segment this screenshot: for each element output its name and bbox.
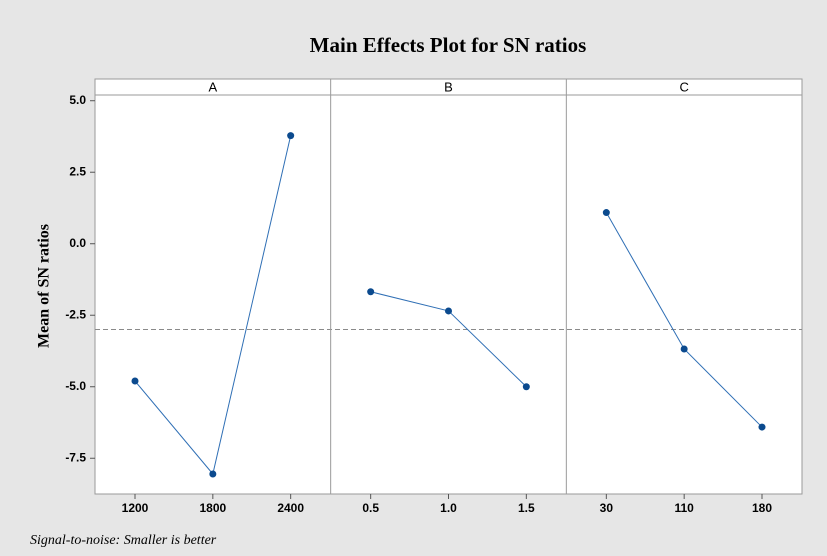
- plot-area: [94, 78, 803, 495]
- panel-label: B: [444, 79, 453, 94]
- x-tick-label: 2400: [277, 501, 304, 515]
- effect-point: [287, 132, 295, 140]
- chart-title: Main Effects Plot for SN ratios: [310, 33, 587, 57]
- footnote: Signal-to-noise: Smaller is better: [30, 533, 217, 548]
- x-tick-label: 180: [752, 501, 772, 515]
- effect-point: [602, 209, 610, 217]
- effect-point: [131, 377, 139, 385]
- x-tick-label: 1200: [122, 501, 149, 515]
- x-tick-label: 1.5: [518, 501, 535, 515]
- effect-point: [680, 345, 688, 353]
- y-tick-label: -5.0: [65, 379, 86, 393]
- y-axis-label: Mean of SN ratios: [36, 224, 53, 348]
- x-tick-label: 30: [600, 501, 614, 515]
- y-tick-label: 2.5: [69, 164, 86, 178]
- panel-label: C: [679, 79, 688, 94]
- x-tick-label: 110: [674, 501, 694, 515]
- y-tick-label: 0.0: [69, 236, 86, 250]
- y-tick-label: -7.5: [65, 450, 86, 464]
- effect-point: [445, 307, 452, 315]
- panel-label: A: [208, 79, 217, 94]
- y-tick-label: -2.5: [65, 307, 86, 321]
- effect-point: [522, 383, 530, 391]
- x-tick-label: 1.0: [440, 501, 457, 515]
- y-tick-label: 5.0: [69, 93, 86, 107]
- x-tick-label: 0.5: [362, 501, 379, 515]
- effect-point: [758, 423, 766, 431]
- effect-point: [209, 470, 217, 478]
- x-tick-label: 1800: [199, 501, 226, 515]
- effect-point: [367, 288, 375, 296]
